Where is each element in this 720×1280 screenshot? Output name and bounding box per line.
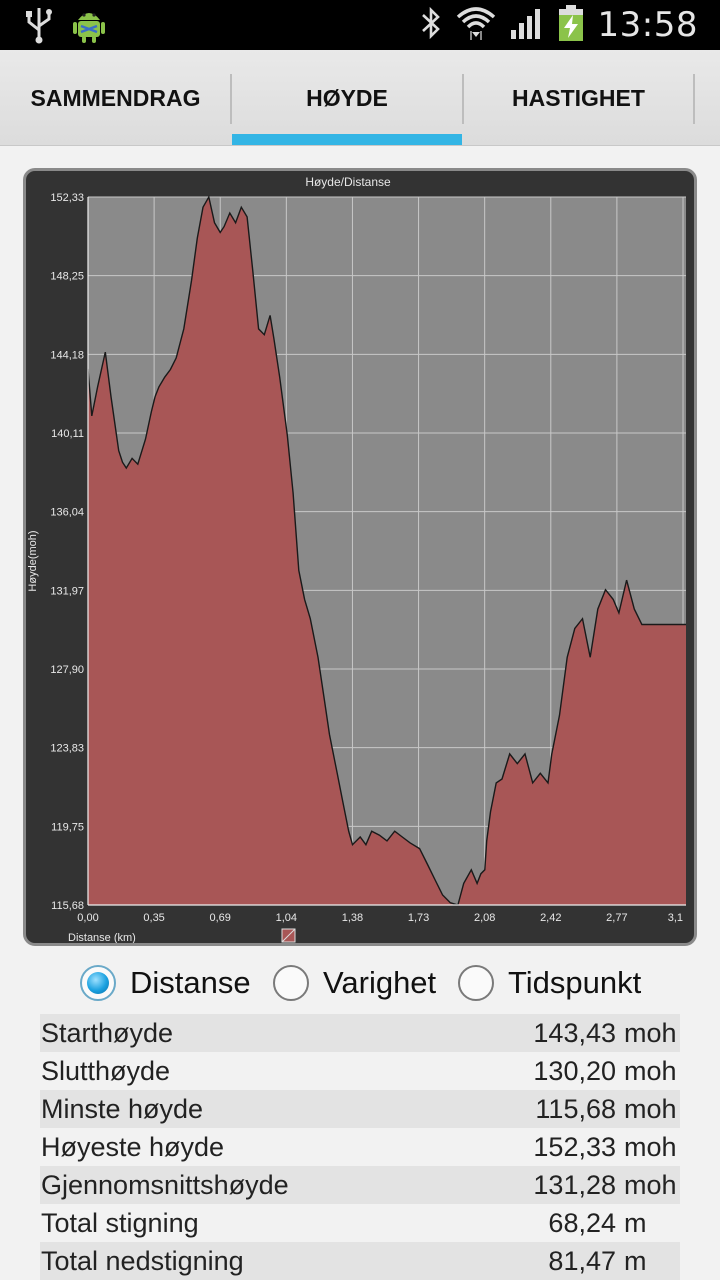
tab-divider: [462, 74, 464, 124]
stat-value: 152,33: [533, 1131, 616, 1162]
tab-selected-indicator: [232, 134, 462, 145]
x-tick-label: 0,00: [77, 912, 98, 924]
android-debug-icon: [72, 6, 106, 49]
stat-value: 143,43: [533, 1017, 616, 1048]
radio-label[interactable]: Distanse: [130, 965, 251, 1000]
y-axis-ticks: 152,33 148,25 144,18 140,11 136,04 131,97 127,…: [50, 192, 84, 912]
x-tick-label: 2,77: [606, 912, 627, 924]
tab-bar: SAMMENDRAG HØYDE HASTIGHET: [0, 50, 720, 146]
radio-label[interactable]: Varighet: [323, 965, 437, 1000]
stat-label: Total nedstigning: [41, 1245, 244, 1276]
x-tick-label: 1,73: [408, 912, 429, 924]
stat-row-slutthoyde: Slutthøyde 130,20 moh: [40, 1052, 680, 1090]
stat-label: Minste høyde: [41, 1093, 204, 1124]
y-tick-label: 127,90: [50, 664, 84, 676]
tab-hoyde[interactable]: HØYDE: [306, 84, 388, 111]
tab-hastighet[interactable]: HASTIGHET: [512, 84, 645, 111]
radio-circle[interactable]: [273, 965, 309, 1001]
stat-value: 81,47: [548, 1245, 616, 1276]
elevation-line: [87, 195, 686, 906]
x-axis-ticks: 0,00 0,35 0,69 1,04 1,38 1,73 2,08 2,42 2,77 3,1: [77, 912, 683, 924]
y-tick-label: 140,11: [51, 428, 84, 440]
y-tick-label: 136,04: [50, 507, 84, 519]
bluetooth-icon: [420, 6, 442, 45]
stat-label: Gjennomsnittshøyde: [41, 1169, 289, 1200]
stat-unit: moh: [624, 1017, 677, 1048]
elevation-stats-table: Starthøyde 143,43 moh Slutthøyde 130,20 mo…: [40, 1014, 680, 1280]
radio-tidspunkt[interactable]: Tidspunkt: [458, 960, 641, 1006]
stat-row-total-stigning: Total stigning 68,24 m: [40, 1204, 680, 1242]
legend-swatch: [281, 928, 296, 943]
stat-value: 131,28: [533, 1169, 616, 1200]
stat-unit: m: [624, 1245, 647, 1276]
stat-row-gjennomsnittshoyde: Gjennomsnittshøyde 131,28 moh: [40, 1166, 680, 1204]
stat-unit: moh: [624, 1131, 677, 1162]
elevation-chart[interactable]: Høyde/Distanse 152,33 148,25 144,18 140,11 1…: [23, 168, 697, 946]
stat-label: Starthøyde: [41, 1017, 174, 1048]
status-bar: 13:58: [0, 0, 720, 50]
tab-sammendrag[interactable]: SAMMENDRAG: [30, 84, 201, 111]
stat-value: 68,24: [548, 1207, 616, 1238]
y-tick-label: 115,68: [51, 900, 84, 912]
stat-row-minste-hoyde: Minste høyde 115,68 moh: [40, 1090, 680, 1128]
stat-unit: moh: [624, 1093, 677, 1124]
chart-title: Høyde/Distanse: [305, 175, 391, 189]
y-tick-label: 144,18: [50, 349, 84, 361]
stat-row-hoyeste-hoyde: Høyeste høyde 152,33 moh: [40, 1128, 680, 1166]
stat-value: 130,20: [533, 1055, 616, 1086]
battery-charging-icon: [558, 4, 584, 47]
x-tick-label: 3,1: [668, 912, 683, 924]
stat-label: Slutthøyde: [41, 1055, 171, 1086]
x-tick-label: 1,04: [276, 912, 297, 924]
x-axis-label: Distanse (km): [68, 932, 136, 943]
y-tick-label: 148,25: [50, 271, 84, 283]
y-axis-label: Høyde(moh): [27, 530, 39, 591]
stat-value: 115,68: [535, 1093, 616, 1124]
x-tick-label: 2,42: [540, 912, 561, 924]
radio-circle[interactable]: [80, 965, 116, 1001]
y-tick-label: 131,97: [50, 585, 84, 597]
x-tick-label: 0,69: [210, 912, 231, 924]
tab-divider: [693, 74, 695, 124]
wifi-icon: [456, 5, 496, 46]
stat-label: Total stigning: [41, 1207, 199, 1238]
x-tick-label: 0,35: [143, 912, 164, 924]
radio-varighet[interactable]: Varighet: [273, 960, 436, 1006]
radio-distanse[interactable]: Distanse: [80, 960, 251, 1006]
x-tick-label: 1,38: [342, 912, 363, 924]
tab-divider: [230, 74, 232, 124]
stat-unit: moh: [624, 1169, 677, 1200]
x-axis-mode-selector: Distanse Varighet Tidspunkt: [80, 960, 700, 1006]
elevation-area: [88, 197, 686, 905]
elevation-chart-svg: Høyde/Distanse 152,33148,25144,18140,111…: [27, 175, 686, 943]
stat-row-starthoyde: Starthøyde 143,43 moh: [40, 1014, 680, 1052]
y-tick-label: 119,75: [51, 821, 84, 833]
stat-row-total-nedstigning: Total nedstigning 81,47 m: [40, 1242, 680, 1280]
stat-label: Høyeste høyde: [41, 1131, 225, 1162]
usb-icon: [24, 6, 54, 49]
x-tick-label: 2,08: [474, 912, 495, 924]
stat-unit: moh: [624, 1055, 677, 1086]
signal-icon: [510, 6, 544, 45]
radio-label[interactable]: Tidspunkt: [508, 965, 642, 1000]
y-tick-label: 152,33: [50, 192, 84, 204]
radio-circle[interactable]: [458, 965, 494, 1001]
clock-time: 13:58: [597, 5, 698, 45]
stat-unit: m: [624, 1207, 647, 1238]
y-tick-label: 123,83: [50, 743, 84, 755]
